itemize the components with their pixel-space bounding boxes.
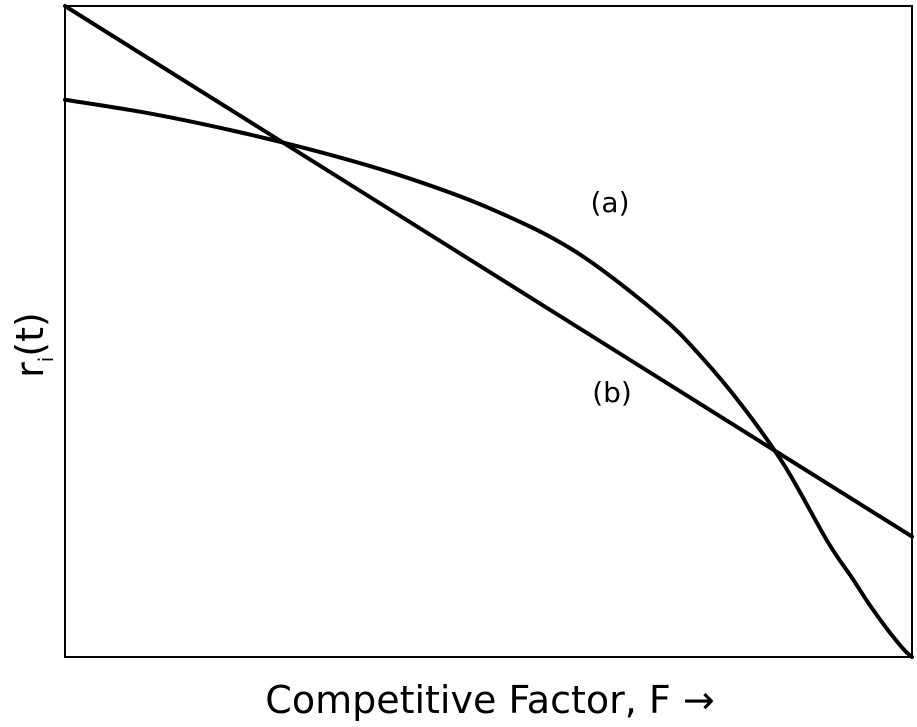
series-label-a: (a) (590, 186, 629, 219)
y-axis-label-tail: (t) (8, 312, 52, 357)
series-label-b: (b) (592, 376, 632, 409)
series-layer (63, 4, 914, 659)
x-axis-label: Competitive Factor, F → (265, 678, 714, 722)
series-line-b (63, 4, 914, 539)
plot-frame (64, 5, 913, 658)
y-axis-label: ri(t) (8, 312, 58, 378)
y-axis-label-subscript: i (34, 357, 58, 363)
y-axis-label-main: r (8, 362, 52, 378)
series-line-a (63, 97, 914, 659)
